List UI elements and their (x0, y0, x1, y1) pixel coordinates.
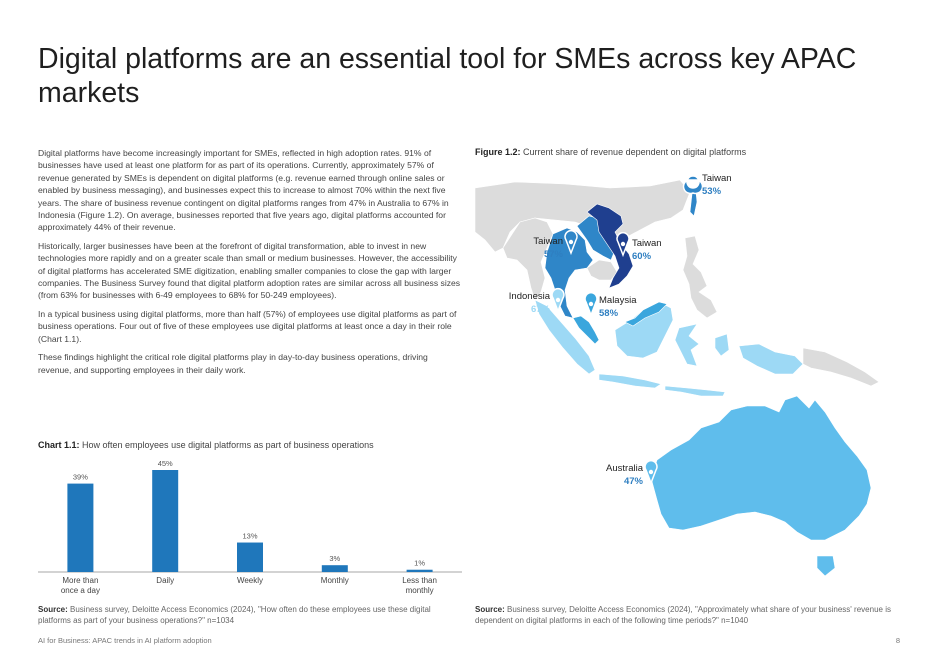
body-text: Digital platforms have become increasing… (38, 147, 462, 382)
map-marker-value: 47% (624, 476, 644, 487)
map-region-australia (650, 395, 872, 541)
figure-source: Source: Business survey, Deloitte Access… (475, 604, 895, 626)
paragraph: Digital platforms have become increasing… (38, 148, 449, 233)
map-region-philippines (682, 235, 718, 319)
map-region-east-malaysia (624, 301, 668, 327)
map-marker-label: Indonesia (509, 291, 551, 302)
category-label: Daily (156, 576, 174, 585)
map-region-papua (738, 343, 804, 375)
map-marker-value: 60% (632, 251, 652, 262)
bar (406, 569, 433, 572)
chart-caption-text: How often employees use digital platform… (79, 440, 374, 450)
map-region-java (598, 373, 662, 389)
map-marker-value: 67% (531, 304, 551, 315)
bar (321, 565, 348, 572)
figure-source-text: Business survey, Deloitte Access Economi… (475, 605, 891, 625)
map-region-sulawesi (674, 323, 700, 367)
map-marker-thailand: Taiwan 57% (533, 230, 578, 260)
bar-value-label: 45% (158, 459, 173, 468)
map-marker-label: Taiwan (702, 173, 732, 184)
footer-text: AI for Business: APAC trends in AI platf… (38, 636, 212, 645)
map-marker-label: Taiwan (533, 236, 563, 247)
figure-caption: Figure 1.2: Current share of revenue dep… (475, 147, 746, 157)
map-region-maluku (714, 333, 730, 357)
map-marker-australia: Australia 47% (606, 460, 658, 487)
map-marker-vietnam: Taiwan 60% (616, 232, 662, 262)
map-marker-value: 57% (544, 249, 564, 260)
chart-caption-label: Chart 1.1: (38, 440, 80, 450)
bar (67, 483, 94, 572)
bar (237, 542, 263, 572)
chart-source-text: Business survey, Deloitte Access Economi… (38, 605, 431, 625)
category-label: monthly (406, 586, 434, 595)
map-region-png (802, 347, 880, 387)
bar-value-label: 3% (329, 554, 340, 563)
map-pin-icon (682, 175, 704, 195)
map-marker-value: 53% (702, 186, 722, 197)
map-region-tasmania (816, 555, 836, 577)
map-region-sumatra (534, 299, 596, 375)
figure-caption-label: Figure 1.2: (475, 147, 521, 157)
paragraph: In a typical business using digital plat… (38, 308, 457, 344)
map-marker-malaysia: Malaysia 58% (584, 292, 637, 319)
map-region-vietnam (586, 203, 634, 289)
chart-source: Source: Business survey, Deloitte Access… (38, 604, 458, 626)
map-marker-indonesia: Indonesia 67% (509, 288, 565, 315)
figure-caption-text: Current share of revenue dependent on di… (520, 147, 747, 157)
map-region-malaysia (572, 315, 600, 345)
map-marker-label: Malaysia (599, 295, 637, 306)
chart-caption: Chart 1.1: How often employees use digit… (38, 440, 374, 450)
map-marker-label: Australia (606, 463, 644, 474)
bar-value-label: 13% (242, 532, 257, 541)
figure-source-label: Source: (475, 605, 505, 614)
paragraph: These findings highlight the critical ro… (38, 352, 428, 375)
bar-value-label: 1% (414, 559, 425, 568)
map-marker-value: 58% (599, 308, 619, 319)
chart-source-label: Source: (38, 605, 68, 614)
map-region-myanmar (502, 217, 554, 301)
map-region-lesser-sunda (664, 385, 726, 397)
category-label: Weekly (237, 576, 263, 585)
page-title: Digital platforms are an essential tool … (38, 43, 857, 109)
map-marker-label: Taiwan (632, 238, 662, 249)
map-region-cambodia (586, 259, 618, 281)
page-number: 8 (895, 636, 900, 645)
category-label: Monthly (321, 576, 349, 585)
bar (152, 470, 179, 572)
category-label: More than (62, 576, 98, 585)
apac-map: Taiwan 53% Taiwan 57% Taiwan 60% Indones… (475, 173, 880, 577)
category-label: Less than (402, 576, 437, 585)
category-label: once a day (61, 586, 100, 595)
paragraph: Historically, larger businesses have bee… (38, 240, 461, 301)
map-region-taiwan (689, 191, 698, 217)
bar-value-label: 39% (73, 473, 88, 482)
map-marker-taiwan-east: Taiwan 53% (682, 173, 732, 197)
